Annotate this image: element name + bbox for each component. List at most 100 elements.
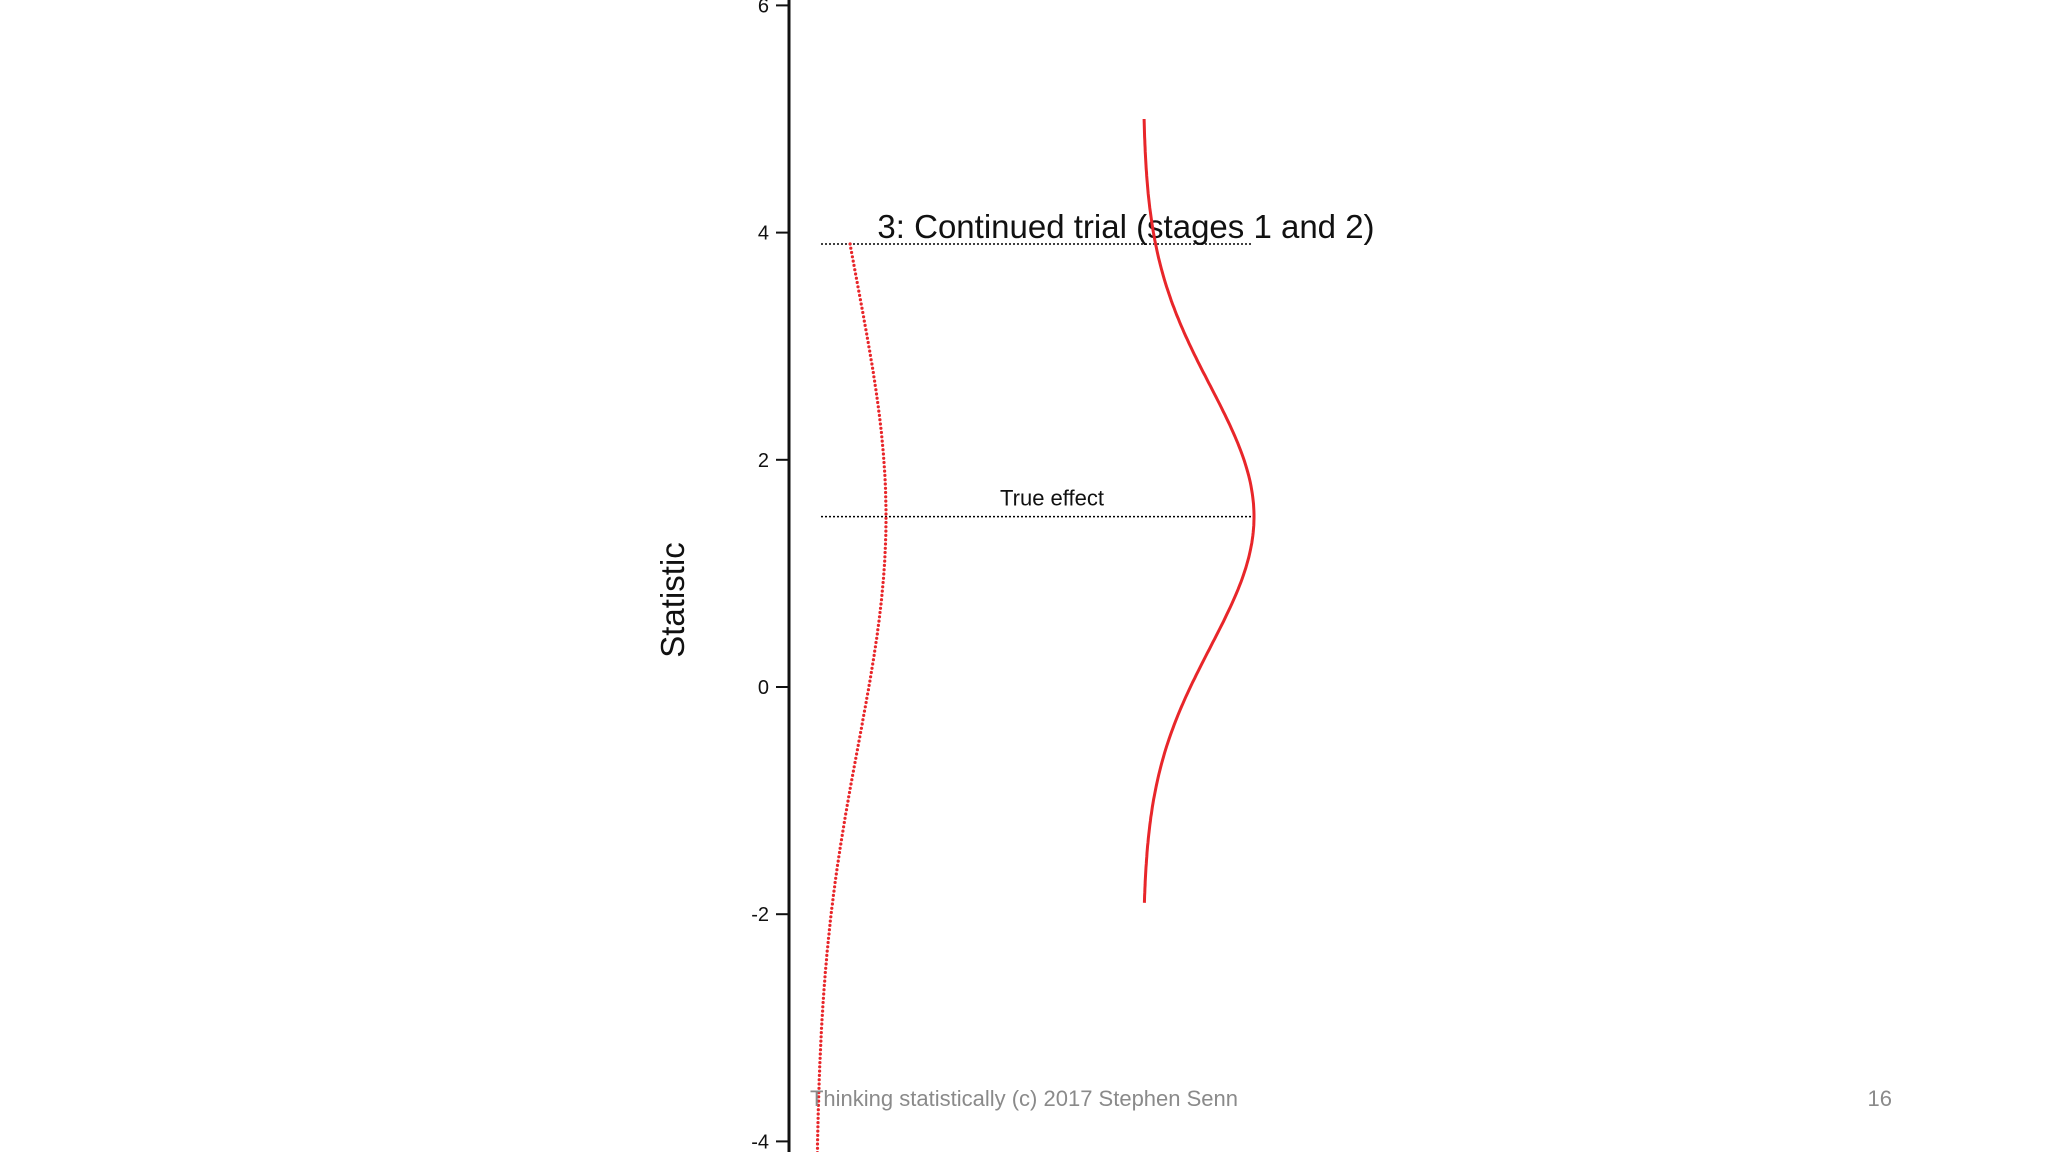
series-point — [860, 306, 864, 310]
series-point — [876, 628, 880, 632]
series-point — [821, 1009, 825, 1013]
series-point — [883, 482, 887, 486]
series-point — [884, 533, 888, 538]
series-point — [882, 460, 886, 465]
series-point — [818, 1052, 822, 1056]
series-point — [873, 649, 877, 653]
series — [815, 118, 1256, 1152]
series-point — [837, 855, 841, 859]
series-point — [820, 1018, 824, 1022]
series-point — [873, 645, 878, 649]
series-point — [866, 692, 870, 696]
series-point — [869, 675, 873, 679]
series-point — [844, 812, 848, 816]
series-point — [876, 400, 880, 405]
series-point — [845, 803, 849, 808]
series-point — [874, 388, 878, 392]
series-point — [863, 705, 867, 709]
series-point — [865, 332, 869, 336]
series-point — [827, 932, 831, 936]
series-point — [884, 508, 888, 512]
series-point — [883, 478, 887, 482]
series-point — [838, 846, 842, 850]
series-point — [865, 696, 869, 700]
series-point — [884, 529, 888, 533]
series-point — [816, 1129, 820, 1133]
series-point — [879, 430, 884, 435]
series-point — [843, 816, 847, 820]
series-point — [837, 850, 842, 855]
y-tick-label: 0 — [758, 677, 769, 699]
series-point — [823, 975, 827, 979]
series-point — [853, 760, 857, 765]
series-point — [882, 568, 886, 572]
series-point — [884, 538, 888, 542]
y-tick-label: 2 — [758, 450, 769, 472]
series-point — [878, 610, 882, 615]
series-point — [855, 280, 859, 285]
series-point — [857, 739, 861, 743]
series-point — [882, 456, 886, 460]
series-point — [879, 426, 883, 430]
series-point — [827, 928, 832, 932]
series-point — [881, 452, 886, 456]
series-point — [822, 992, 826, 996]
series-point — [854, 756, 858, 760]
series-point — [884, 503, 888, 507]
series-point — [817, 1073, 822, 1077]
series-point — [861, 310, 865, 315]
series-point — [882, 572, 886, 576]
series-point — [851, 259, 855, 263]
series-point — [884, 516, 888, 520]
series-point — [884, 520, 888, 525]
series-point — [864, 328, 868, 332]
series-point — [817, 1099, 821, 1103]
series-point — [878, 422, 883, 426]
series-point — [868, 679, 872, 683]
series-point — [872, 653, 876, 658]
series-point — [850, 255, 855, 259]
series-point — [866, 340, 870, 345]
series-point — [883, 473, 887, 477]
series-point — [854, 276, 859, 280]
series-point — [871, 366, 875, 370]
series-point — [884, 525, 888, 529]
series-point — [816, 1138, 820, 1142]
series-point — [842, 825, 846, 829]
series-point — [883, 546, 887, 550]
series-point — [826, 940, 830, 945]
chart-title: 3: Continued trial (stages 1 and 2) — [877, 208, 1374, 245]
series-point — [816, 1125, 820, 1129]
series-point — [868, 349, 872, 353]
series-point — [816, 1103, 821, 1107]
series-point — [850, 778, 854, 782]
series-point — [880, 593, 884, 598]
series-point — [870, 362, 874, 366]
series-point — [818, 1061, 822, 1065]
series-point — [830, 906, 834, 910]
series-point — [834, 876, 838, 880]
series-point — [850, 250, 854, 255]
series-point — [860, 722, 864, 726]
series-point — [833, 880, 837, 885]
y-axis: 6 4 2 0 -2 -4 — [751, 0, 791, 1152]
series-point — [884, 512, 888, 516]
series-point — [846, 799, 850, 803]
series-point — [884, 490, 888, 495]
series-point — [820, 1022, 824, 1026]
series-point — [832, 889, 836, 893]
series-point — [861, 718, 865, 722]
series-point — [862, 315, 866, 319]
series-point — [877, 413, 882, 417]
y-axis-label: Statistic — [654, 542, 691, 658]
series-point — [851, 773, 855, 778]
series-point — [831, 893, 836, 898]
series-point — [822, 988, 826, 992]
series-point — [883, 469, 887, 473]
series-point — [874, 392, 879, 396]
series-point — [847, 790, 852, 795]
series-point — [869, 358, 873, 362]
series-point — [821, 1005, 825, 1009]
